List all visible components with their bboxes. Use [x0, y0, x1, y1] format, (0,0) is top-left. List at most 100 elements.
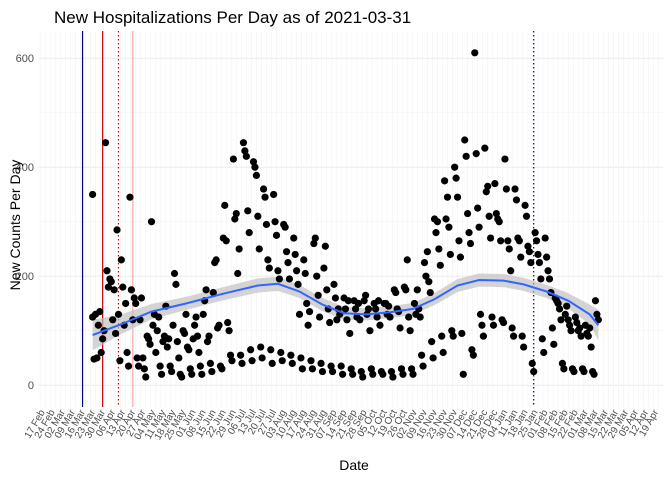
- data-point: [502, 185, 510, 193]
- data-point: [264, 256, 272, 264]
- data-point: [103, 267, 111, 275]
- data-point: [402, 286, 410, 294]
- data-point: [295, 310, 304, 318]
- data-point: [316, 313, 324, 321]
- data-point: [126, 193, 134, 201]
- data-point: [249, 158, 258, 166]
- data-point: [304, 321, 312, 329]
- data-point: [446, 250, 454, 259]
- data-point: [507, 267, 515, 275]
- data-point: [178, 373, 186, 381]
- data-point: [284, 258, 292, 267]
- data-point: [290, 234, 298, 242]
- data-point: [468, 346, 476, 354]
- data-point: [505, 245, 513, 253]
- data-point: [491, 179, 499, 188]
- data-point: [236, 351, 245, 359]
- data-point: [548, 324, 556, 332]
- data-point: [232, 209, 240, 218]
- data-point: [145, 335, 153, 343]
- data-point: [530, 367, 538, 376]
- x-axis-title: Date: [339, 457, 369, 473]
- data-point: [485, 212, 493, 220]
- data-point: [287, 351, 295, 359]
- data-point: [235, 245, 243, 253]
- data-point: [327, 362, 335, 370]
- data-point: [268, 359, 276, 368]
- data-point: [323, 286, 331, 294]
- data-point: [196, 362, 204, 370]
- data-point: [461, 136, 469, 144]
- data-point: [137, 294, 146, 302]
- data-point: [499, 318, 508, 327]
- data-point: [479, 332, 488, 340]
- data-point: [423, 248, 431, 256]
- data-point: [488, 313, 496, 321]
- data-point: [386, 313, 394, 321]
- data-point: [229, 155, 238, 163]
- data-point: [379, 370, 387, 378]
- data-point: [512, 196, 521, 204]
- data-point: [497, 237, 505, 245]
- data-point: [344, 297, 352, 305]
- data-point: [558, 359, 567, 368]
- data-point: [416, 313, 424, 321]
- data-point: [463, 209, 472, 218]
- data-point: [429, 354, 437, 362]
- data-point: [458, 329, 466, 338]
- data-point: [252, 171, 260, 180]
- data-point: [94, 321, 102, 329]
- data-point: [538, 335, 546, 343]
- data-point: [303, 299, 311, 308]
- data-point: [360, 297, 368, 305]
- data-point: [501, 155, 509, 163]
- data-point: [435, 245, 443, 253]
- data-point: [205, 332, 213, 340]
- data-point: [228, 357, 236, 365]
- data-point: [544, 267, 552, 275]
- data-point: [212, 256, 220, 264]
- data-point: [521, 201, 529, 209]
- data-point: [541, 234, 549, 242]
- data-point: [571, 313, 579, 321]
- data-point: [175, 354, 183, 362]
- data-point: [525, 248, 533, 256]
- data-point: [225, 327, 233, 335]
- data-point: [257, 343, 265, 351]
- data-point: [104, 283, 113, 291]
- data-point: [338, 370, 347, 378]
- data-point: [170, 269, 179, 278]
- data-point: [504, 237, 512, 245]
- data-point: [97, 348, 105, 357]
- data-point: [159, 338, 167, 346]
- data-point: [182, 310, 190, 318]
- data-point: [376, 321, 384, 329]
- data-point: [508, 324, 516, 332]
- data-point: [258, 354, 266, 362]
- data-point: [406, 327, 414, 335]
- data-point: [96, 308, 104, 316]
- data-point: [407, 365, 416, 373]
- data-point: [251, 163, 259, 171]
- data-point: [389, 373, 397, 381]
- data-point: [117, 256, 125, 264]
- data-point: [399, 370, 407, 378]
- data-point: [248, 357, 256, 365]
- data-point: [298, 365, 306, 373]
- data-point: [133, 354, 141, 362]
- data-point: [349, 370, 357, 378]
- data-point: [517, 253, 525, 261]
- data-point: [354, 299, 363, 308]
- grid-layer: [38, 31, 663, 407]
- data-point: [442, 215, 450, 223]
- data-point: [528, 359, 536, 368]
- data-point: [215, 321, 223, 329]
- data-point: [221, 201, 229, 209]
- data-point: [509, 332, 518, 340]
- data-point: [364, 305, 373, 313]
- data-point: [169, 321, 177, 329]
- data-point: [409, 370, 417, 378]
- smooth-line: [92, 278, 600, 337]
